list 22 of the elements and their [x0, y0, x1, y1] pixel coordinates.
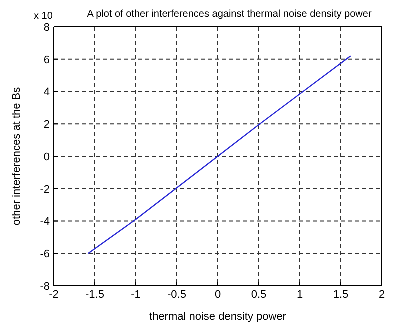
- chart-title: A plot of other interferences against thermal noise density power: [86, 9, 373, 20]
- y-tick-label: 2: [44, 119, 50, 132]
- x-tick-label: 2: [378, 288, 386, 301]
- y-tick-label: -6: [40, 248, 50, 261]
- y-axis-title: other interferences at the Bs: [10, 86, 23, 226]
- y-tick-label: 4: [44, 86, 50, 99]
- y-tick-label: -8: [40, 280, 50, 293]
- y-tick-label: -4: [40, 216, 50, 228]
- x-tick-label: -1: [131, 288, 141, 301]
- x-tick-label: -1.5: [86, 288, 104, 301]
- text: x 10: [34, 11, 53, 22]
- y-tick-label: 8: [44, 22, 50, 34]
- x-axis-title: thermal noise density power: [150, 311, 287, 323]
- x-tick-label: -0.5: [168, 288, 186, 301]
- y-tick-label: 6: [44, 54, 50, 66]
- line-series: [88, 56, 352, 254]
- x-tick-label: 1.5: [333, 288, 349, 301]
- x-tick-label: 1: [296, 288, 304, 301]
- y-tick-label: 0: [44, 151, 50, 164]
- y-tick-label: -2: [40, 184, 50, 196]
- x-tick-label: 0.5: [251, 288, 267, 301]
- x-tick-label: 0: [214, 288, 222, 301]
